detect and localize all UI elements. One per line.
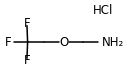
Text: NH₂: NH₂: [102, 36, 124, 48]
Text: F: F: [24, 54, 30, 67]
Text: F: F: [4, 36, 11, 48]
Text: O: O: [60, 36, 69, 48]
Text: HCl: HCl: [93, 4, 113, 17]
Text: F: F: [24, 17, 30, 30]
